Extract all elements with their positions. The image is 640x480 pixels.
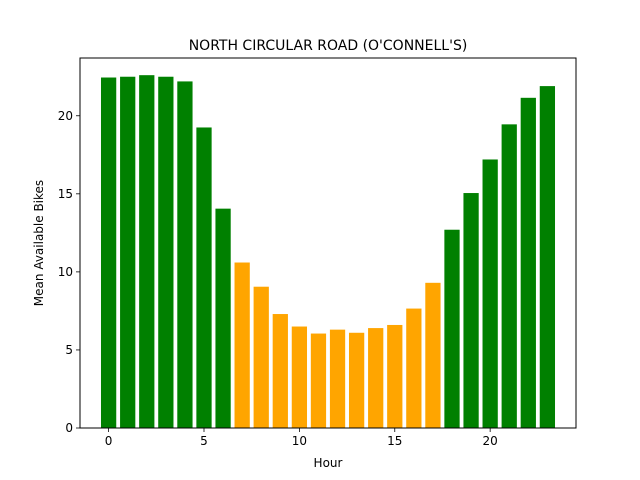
- chart-title: NORTH CIRCULAR ROAD (O'CONNELL'S): [189, 38, 468, 54]
- x-tick-label: 5: [200, 434, 208, 448]
- plot-frame: [79, 57, 577, 429]
- x-tick-label: 20: [483, 434, 498, 448]
- bar-hour-22: [520, 97, 536, 429]
- bar-hour-15: [387, 324, 403, 428]
- bar-hour-13: [348, 332, 365, 428]
- bar-hour-18: [444, 229, 460, 428]
- x-axis-ticks: 0 5 10 15 20: [105, 428, 498, 448]
- bar-hour-23: [539, 86, 556, 429]
- x-axis-label: Hour: [314, 456, 343, 470]
- bar-hour-1: [120, 76, 136, 428]
- bar-hour-21: [501, 124, 517, 428]
- bar-hour-10: [291, 326, 308, 428]
- bar-hour-11: [310, 333, 327, 428]
- y-tick-label: 5: [65, 343, 73, 357]
- bars-group: [100, 75, 556, 429]
- x-tick-label: 15: [387, 434, 402, 448]
- x-tick-label: 10: [292, 434, 307, 448]
- y-tick-label: 15: [58, 187, 73, 201]
- bar-hour-4: [177, 81, 193, 428]
- bar-hour-5: [196, 127, 212, 429]
- bar-hour-0: [100, 77, 117, 428]
- bar-hour-16: [406, 308, 422, 428]
- y-tick-label: 0: [65, 421, 73, 435]
- y-tick-label: 20: [58, 109, 73, 123]
- bar-hour-6: [215, 208, 231, 428]
- y-axis-label: Mean Available Bikes: [32, 180, 46, 306]
- bar-hour-2: [139, 75, 155, 428]
- x-tick-label: 0: [105, 434, 113, 448]
- bar-hour-8: [253, 286, 269, 428]
- y-tick-label: 10: [58, 265, 73, 279]
- bar-hour-12: [329, 329, 346, 428]
- bar-hour-17: [425, 282, 441, 428]
- bar-hour-3: [158, 76, 174, 428]
- y-axis-ticks: 0 5 10 15 20: [58, 109, 80, 435]
- bar-hour-14: [368, 328, 384, 428]
- bar-hour-9: [272, 314, 288, 428]
- bar-hour-7: [234, 262, 250, 428]
- bar-hour-19: [463, 193, 479, 428]
- bar-hour-20: [482, 159, 498, 428]
